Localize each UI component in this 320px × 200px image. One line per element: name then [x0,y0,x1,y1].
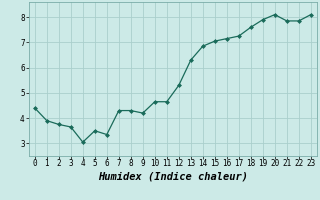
X-axis label: Humidex (Indice chaleur): Humidex (Indice chaleur) [98,171,248,181]
